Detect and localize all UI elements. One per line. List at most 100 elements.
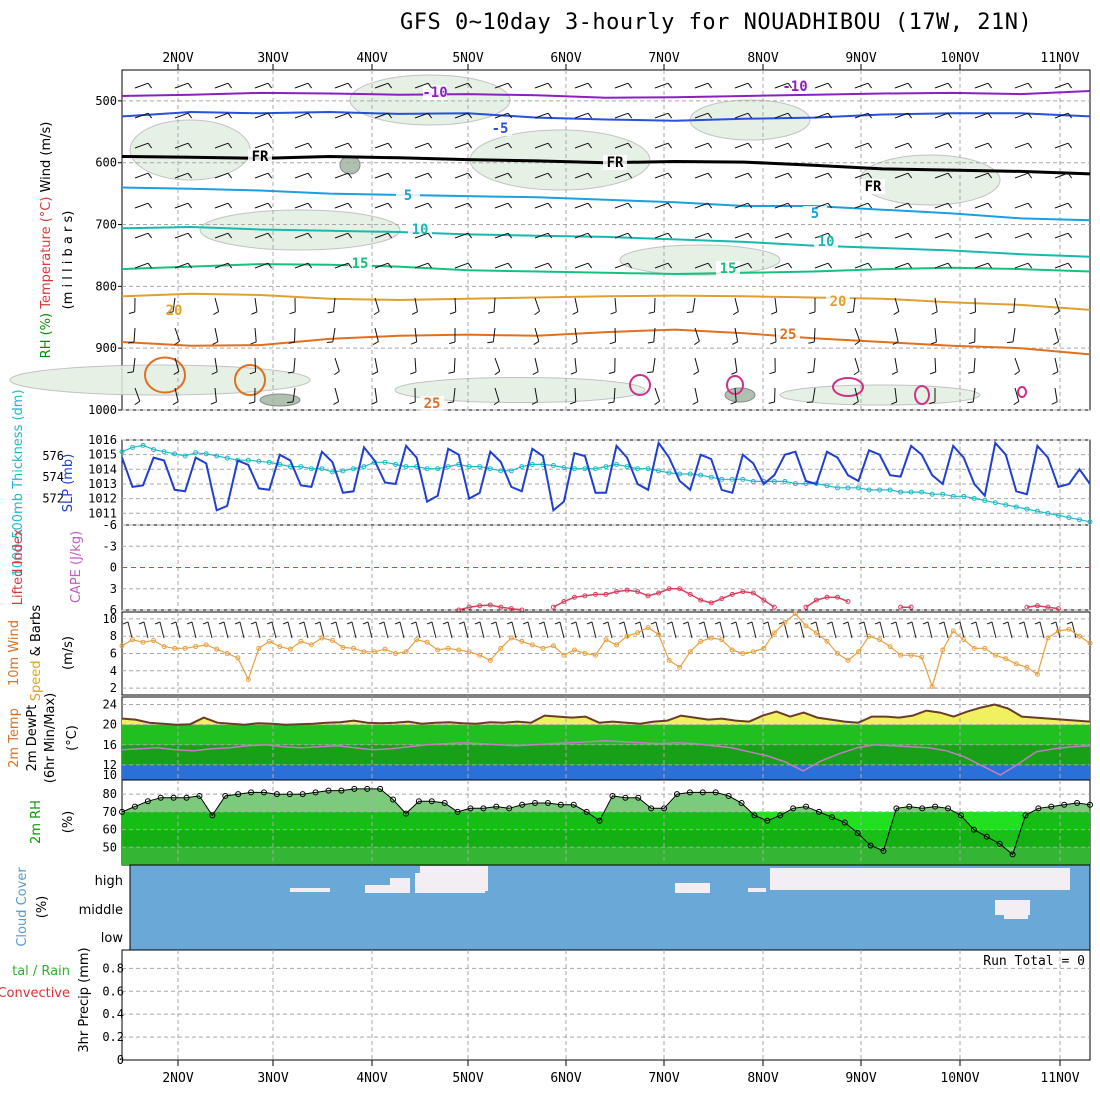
wind-barb <box>894 232 909 239</box>
rh-tick-label: 50 <box>103 840 117 854</box>
wind-barb <box>574 202 589 209</box>
wind-barb-flag <box>947 262 953 269</box>
surface-wind-barb-flag <box>858 621 865 625</box>
wind-barb <box>214 82 229 89</box>
surface-wind-barb-flag <box>650 621 657 625</box>
wind-barb-flag <box>987 262 993 269</box>
wind-barb <box>974 82 989 89</box>
lifted-index-point <box>761 597 767 603</box>
wind-barb-flag <box>1014 370 1020 376</box>
wind-barb <box>734 357 738 372</box>
wind-barb-flag <box>227 142 233 149</box>
wind-barb-flag <box>667 172 673 179</box>
wind-barb-flag <box>686 311 693 314</box>
wind-barb-flag <box>507 202 513 209</box>
wind-barb <box>934 327 937 342</box>
wind-barb-flag <box>427 172 433 179</box>
wind-barb <box>774 172 789 179</box>
wind-barb-flag <box>212 341 219 345</box>
wind-speed-point <box>214 646 220 652</box>
cape-tick-label: -3 <box>103 539 117 553</box>
wind-barb-flag <box>507 82 513 89</box>
upper-air-tick-label: 900 <box>95 341 117 355</box>
wind-barb-flag <box>667 262 673 269</box>
surface-wind-barb <box>319 621 325 639</box>
wind-barb <box>614 232 629 239</box>
wind-barb <box>1054 172 1069 179</box>
date-label-bottom: 7NOV <box>648 1071 679 1086</box>
upper-air-ylabel-part: Wind (m/s) <box>39 122 54 193</box>
rh-shading <box>129 119 251 181</box>
wind-barb-flag <box>507 142 513 149</box>
wind-barb-flag <box>427 232 433 239</box>
rh-point <box>957 812 964 819</box>
cape-tick-label: 3 <box>110 582 117 596</box>
rh-point <box>996 840 1003 847</box>
wind-speed-point <box>950 628 956 634</box>
surface-wind-barb-flag <box>634 621 641 625</box>
surface-wind-barb-flag <box>922 621 929 625</box>
wind-barb <box>374 142 389 149</box>
isotherm-label: 5 <box>811 206 819 222</box>
wind-barb <box>174 142 189 149</box>
wind-barb <box>614 142 629 149</box>
wind-speed-point <box>824 638 830 644</box>
rh-point <box>751 812 758 819</box>
isotherm-cell <box>1017 386 1027 398</box>
wind-barb-flag <box>547 202 553 209</box>
upper-air-tick-label: 500 <box>95 94 117 108</box>
wind-barb <box>734 202 749 209</box>
date-label-top: 10NOV <box>940 51 979 66</box>
wind-barb-flag <box>1007 311 1014 314</box>
wind-barb-flag <box>608 401 615 404</box>
wind-barb-flag <box>507 262 513 269</box>
rh-point <box>815 808 822 815</box>
wind-barb <box>894 387 898 402</box>
cloud-clear-block <box>770 868 1070 890</box>
slp-tick-label: 1013 <box>88 477 117 491</box>
run-total-label: Run Total = 0 <box>983 954 1085 969</box>
surface-wind-barb-flag <box>810 621 817 625</box>
wind-barb <box>894 142 909 149</box>
wind-barb <box>334 202 349 209</box>
wind-barb <box>334 112 349 119</box>
wind-barb-flag <box>907 142 913 149</box>
isotherm-label: FR <box>865 179 882 195</box>
wind-barb-flag <box>372 371 378 375</box>
lifted-index-point <box>771 604 777 610</box>
wind-barb-flag <box>210 401 217 405</box>
surface-wind-barb <box>559 621 565 639</box>
wind-barb-flag <box>467 262 473 269</box>
wind-barb-flag <box>1027 172 1033 179</box>
wind-barb <box>214 357 218 372</box>
wind-barb-flag <box>827 202 833 209</box>
wind-barb <box>814 82 829 89</box>
wind-barb <box>334 82 349 89</box>
wind-barb-flag <box>187 262 193 269</box>
surface-wind-barb-flag <box>954 621 961 625</box>
wind-barb-flag <box>747 142 753 149</box>
isotherm-label-bg <box>603 155 627 170</box>
isotherm-label-bg <box>861 179 885 194</box>
wind-barb <box>854 142 869 149</box>
cloud-ylabel-part: Cloud Cover <box>15 867 30 947</box>
surface-wind-barb-flag <box>474 621 481 625</box>
surface-wind-barb <box>687 621 693 639</box>
wind-barb-flag <box>427 112 433 119</box>
wind-barb-flag <box>947 172 953 179</box>
temp-warm-area <box>122 704 1090 725</box>
temperature-line <box>121 703 1091 726</box>
wind-barb-flag <box>610 311 617 315</box>
wind-barb <box>334 357 340 372</box>
wind-barb-flag <box>372 341 379 345</box>
wind-barb-flag <box>467 172 473 179</box>
wind-tick-label: 10 <box>103 612 117 626</box>
slp-line <box>121 440 1091 513</box>
wind-barb <box>494 262 509 269</box>
wind-barb <box>654 82 669 89</box>
wind-barb <box>574 232 589 239</box>
wind-barb <box>1014 232 1029 239</box>
rh-shading <box>859 154 1001 206</box>
wind-speed-point <box>698 638 704 644</box>
wind-barb-flag <box>747 172 753 179</box>
